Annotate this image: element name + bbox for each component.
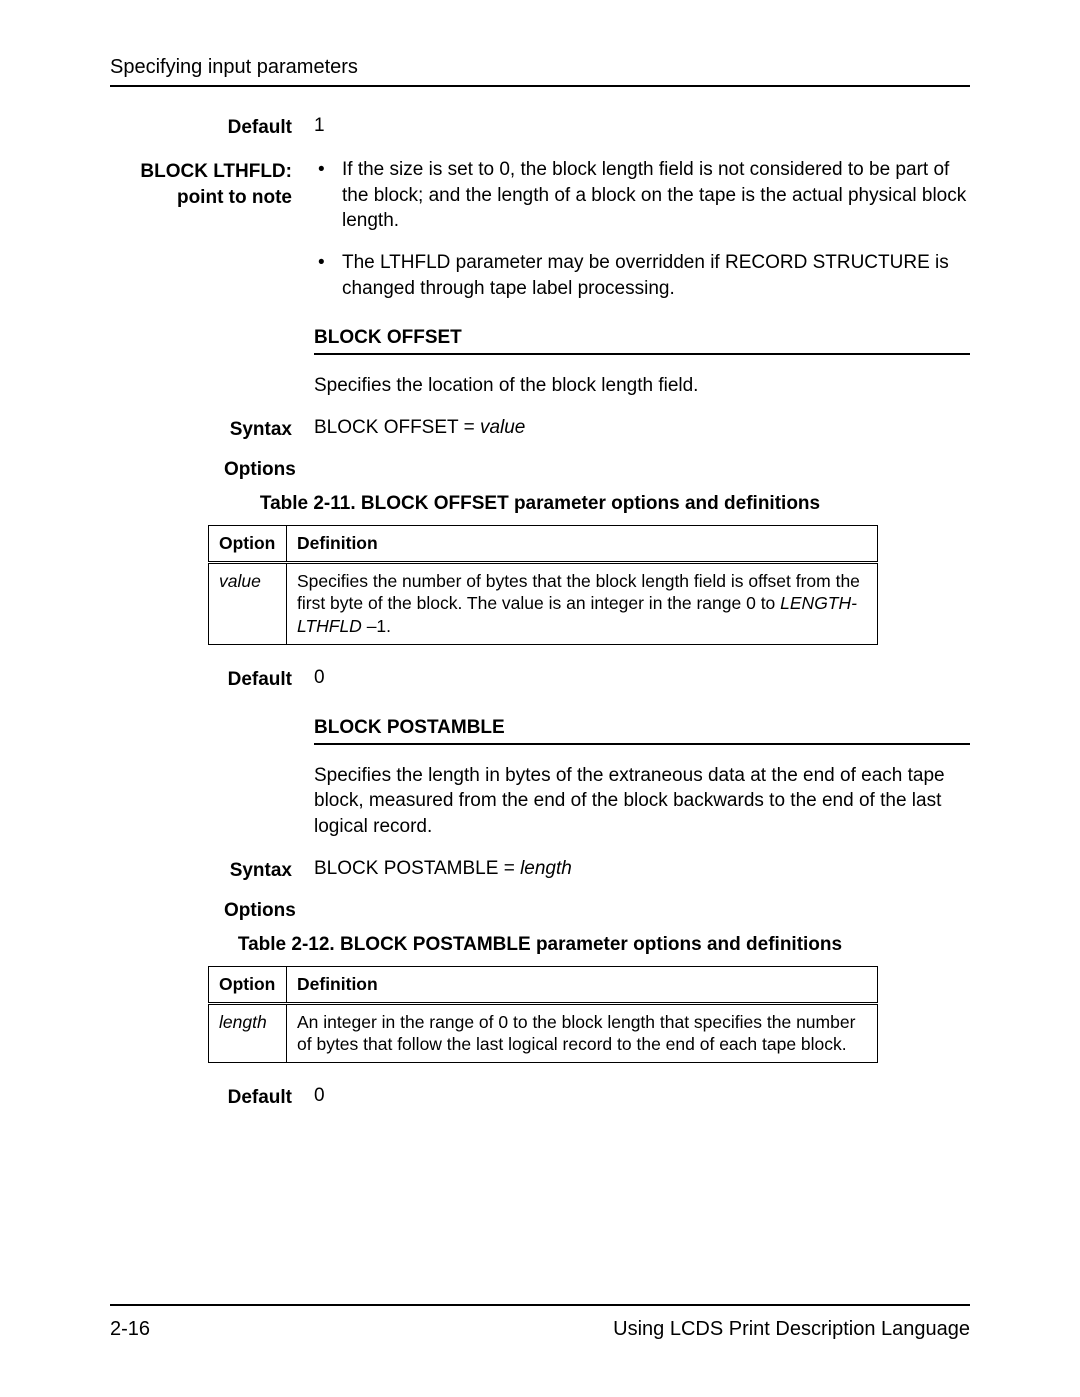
table-2-11-caption: Table 2-11. BLOCK OFFSET parameter optio…	[110, 493, 970, 515]
default-label: Default	[110, 667, 314, 691]
table-cell-option: length	[209, 1003, 287, 1063]
footer-rule	[110, 1304, 970, 1306]
block-postamble-default-row: Default 0	[110, 1085, 970, 1109]
page-footer: 2-16 Using LCDS Print Description Langua…	[110, 1304, 970, 1341]
lthfld-note-row: BLOCK LTHFLD: point to note If the size …	[110, 157, 970, 317]
table-col-option: Option	[209, 525, 287, 562]
default-value: 1	[314, 115, 970, 139]
table-2-12-caption: Table 2-12. BLOCK POSTAMBLE parameter op…	[110, 934, 970, 956]
default-row-1: Default 1	[110, 115, 970, 139]
lthfld-bullet-2: The LTHFLD parameter may be overridden i…	[314, 250, 970, 301]
block-postamble-syntax-row: Syntax BLOCK POSTAMBLE = length	[110, 858, 970, 882]
block-postamble-options-row: Options	[110, 900, 970, 922]
default-value: 0	[314, 1085, 970, 1109]
page-number: 2-16	[110, 1318, 150, 1341]
lthfld-note-content: If the size is set to 0, the block lengt…	[314, 157, 970, 317]
table-row: Option Definition	[209, 525, 878, 562]
header-rule	[110, 85, 970, 87]
lthfld-bullets: If the size is set to 0, the block lengt…	[314, 157, 970, 301]
block-postamble-syntax: BLOCK POSTAMBLE = length	[314, 858, 970, 882]
block-postamble-rule	[314, 743, 970, 745]
footer-doc-title: Using LCDS Print Description Language	[613, 1318, 970, 1341]
block-offset-heading-row: BLOCK OFFSET Specifies the location of t…	[110, 327, 970, 417]
default-label: Default	[110, 1085, 314, 1109]
table-col-definition: Definition	[287, 966, 878, 1003]
lthfld-note-label: BLOCK LTHFLD: point to note	[110, 157, 314, 317]
syntax-text: BLOCK OFFSET =	[314, 417, 480, 438]
table-2-11: Option Definition value Specifies the nu…	[208, 525, 878, 645]
table-cell-definition: Specifies the number of bytes that the b…	[287, 562, 878, 644]
def-suffix: –1.	[362, 616, 391, 636]
block-offset-rule	[314, 353, 970, 355]
table-col-option: Option	[209, 966, 287, 1003]
table-row: length An integer in the range of 0 to t…	[209, 1003, 878, 1063]
table-cell-definition: An integer in the range of 0 to the bloc…	[287, 1003, 878, 1063]
block-postamble-heading-row: BLOCK POSTAMBLE Specifies the length in …	[110, 717, 970, 858]
lthfld-label-line1: BLOCK LTHFLD:	[140, 161, 292, 182]
default-label: Default	[110, 115, 314, 139]
def-prefix: Specifies the number of bytes that the b…	[297, 571, 860, 614]
syntax-label: Syntax	[110, 858, 314, 882]
syntax-label: Syntax	[110, 417, 314, 441]
syntax-text: BLOCK POSTAMBLE =	[314, 858, 520, 879]
block-offset-default-row: Default 0	[110, 667, 970, 691]
block-offset-syntax-row: Syntax BLOCK OFFSET = value	[110, 417, 970, 441]
block-offset-heading: BLOCK OFFSET	[314, 327, 970, 349]
table-row: Option Definition	[209, 966, 878, 1003]
lthfld-label-line2: point to note	[177, 187, 292, 208]
options-label: Options	[224, 900, 970, 922]
block-offset-options-row: Options	[110, 459, 970, 481]
block-offset-desc: Specifies the location of the block leng…	[314, 373, 970, 399]
lthfld-bullet-1: If the size is set to 0, the block lengt…	[314, 157, 970, 234]
syntax-value: length	[520, 858, 572, 879]
table-col-definition: Definition	[287, 525, 878, 562]
page-header: Specifying input parameters	[110, 56, 970, 87]
syntax-value: value	[480, 417, 525, 438]
table-row: value Specifies the number of bytes that…	[209, 562, 878, 644]
header-title: Specifying input parameters	[110, 56, 970, 79]
block-postamble-heading: BLOCK POSTAMBLE	[314, 717, 970, 739]
options-label: Options	[224, 459, 970, 481]
table-2-12: Option Definition length An integer in t…	[208, 966, 878, 1063]
block-offset-syntax: BLOCK OFFSET = value	[314, 417, 970, 441]
default-value: 0	[314, 667, 970, 691]
table-cell-option: value	[209, 562, 287, 644]
block-postamble-desc: Specifies the length in bytes of the ext…	[314, 763, 970, 840]
